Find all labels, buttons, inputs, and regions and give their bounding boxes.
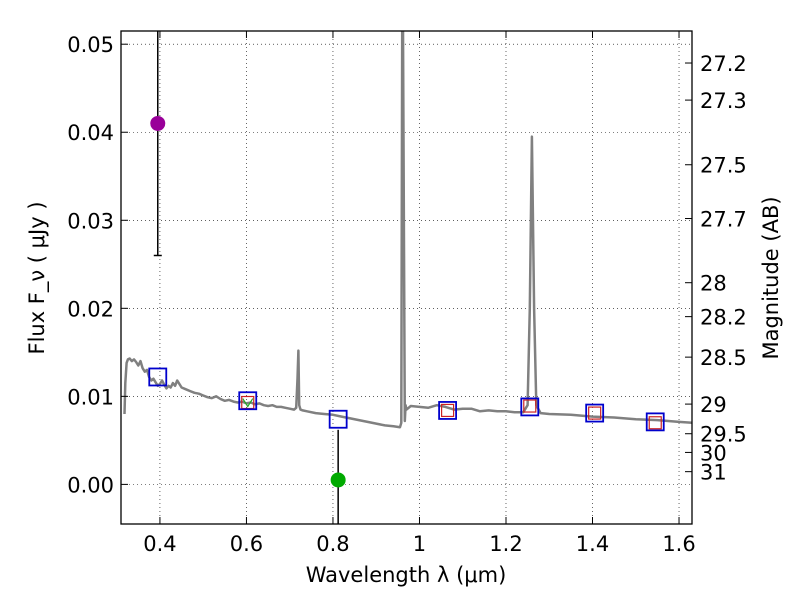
magnitude-tick-label: 30: [700, 441, 727, 465]
detection-point: [150, 115, 166, 131]
observed-flux-marker: [440, 403, 455, 418]
model-photometry-marker: [148, 367, 168, 387]
x-axis: 0.4 0.6 0.8 1 1.2 1.4 1.6: [143, 31, 696, 556]
model-photometry-marker: [438, 401, 457, 420]
y-tick-label: 0.01: [67, 385, 114, 409]
magnitude-tick-label: 28.2: [700, 306, 747, 330]
y-tick-label: 0.03: [67, 209, 114, 233]
magnitude-axis-label: Magnitude (AB): [759, 196, 783, 359]
series-group: [123, 31, 692, 524]
x-tick-label: 0.4: [143, 532, 176, 556]
x-tick-label: 1: [413, 532, 426, 556]
magnitude-tick-label: 27.5: [700, 154, 747, 178]
y-tick-label: 0.04: [67, 121, 114, 145]
observed-flux-marker-green: [242, 398, 254, 408]
magnitude-tick-label: 28.5: [700, 346, 747, 370]
magnitude-tick-label: 29: [700, 393, 727, 417]
magnitude-tick-label: 31: [700, 461, 727, 485]
x-tick-label: 1.6: [662, 532, 695, 556]
magnitude-tick-label: 29.5: [700, 423, 747, 447]
y-tick-label: 0.02: [67, 297, 114, 321]
x-tick-label: 1.4: [576, 532, 609, 556]
magnitude-tick-label: 27.7: [700, 208, 747, 232]
magnitude-tick-label: 28: [700, 272, 727, 296]
model-photometry-marker: [585, 403, 605, 423]
observed-flux-marker: [523, 399, 537, 413]
observed-flux-marker: [588, 406, 602, 420]
y-tick-label: 0.00: [67, 473, 114, 497]
plot-frame: [120, 30, 693, 525]
magnitude-tick-label: 27.2: [700, 52, 747, 76]
model-photometry-marker: [645, 412, 665, 432]
x-tick-label: 0.8: [316, 532, 349, 556]
model-photometry-marker: [328, 409, 348, 429]
model-photometry-marker: [520, 397, 540, 417]
magnitude-tick-label: 27.3: [700, 89, 747, 113]
y-axis: 0.00 0.01 0.02 0.03 0.04 0.05: [67, 33, 128, 497]
detection-point: [330, 472, 346, 488]
y-axis-label: Flux F_ν ( μJy ): [25, 201, 50, 354]
plot-area: [123, 31, 692, 524]
model-photometry-marker: [238, 391, 258, 411]
y-tick-label: 0.05: [67, 33, 114, 57]
observed-flux-marker: [648, 416, 662, 430]
x-tick-label: 0.6: [230, 532, 263, 556]
x-axis-label: Wavelength λ (μm): [306, 563, 507, 587]
x-tick-label: 1.2: [489, 532, 522, 556]
